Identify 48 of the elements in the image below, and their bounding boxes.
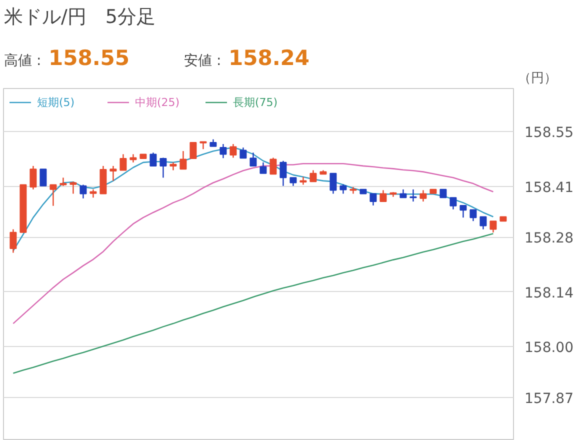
candlestick xyxy=(250,152,257,167)
y-axis-title: （円） xyxy=(518,70,557,88)
candlestick xyxy=(460,204,467,218)
candlestick xyxy=(270,157,277,175)
text: 高値 : 158.55 xyxy=(4,46,130,70)
candlestick xyxy=(330,172,337,194)
candlestick xyxy=(40,168,47,186)
chart-title: 米ドル/円 5分足 xyxy=(4,5,156,30)
candlestick xyxy=(60,177,67,186)
candlestick xyxy=(380,190,387,202)
candlestick xyxy=(370,193,377,206)
candlestick xyxy=(150,152,157,167)
legend-label: 短期(5) xyxy=(37,94,75,110)
candlestick xyxy=(340,184,347,194)
y-tick-label: 158.41 xyxy=(524,180,574,196)
y-tick-label: 158.28 xyxy=(524,230,574,247)
candlestick xyxy=(80,184,87,199)
candlestick xyxy=(230,143,237,158)
candlestick xyxy=(420,190,427,202)
candlestick xyxy=(180,150,187,170)
candlestick xyxy=(240,146,247,159)
line-series xyxy=(12,146,494,252)
candlestick xyxy=(490,220,497,234)
candlestick xyxy=(120,154,127,171)
candlestick xyxy=(70,180,77,194)
legend-label: 中期(25) xyxy=(135,94,180,110)
candlestick xyxy=(310,170,317,182)
candlestick xyxy=(450,197,457,210)
candlestick xyxy=(10,228,17,254)
candlestick xyxy=(480,216,487,230)
y-tick-label: 158.55 xyxy=(524,125,574,142)
line-series xyxy=(12,162,494,324)
candlestick xyxy=(220,143,227,159)
candlestick xyxy=(160,157,167,178)
candlestick xyxy=(260,162,267,174)
candlestick xyxy=(50,184,57,206)
line-series xyxy=(12,232,494,374)
y-tick-label: 157.87 xyxy=(524,390,574,407)
candlestick xyxy=(200,141,207,150)
legend-label: 長期(75) xyxy=(233,94,278,110)
candlestick xyxy=(470,209,477,222)
y-tick-label: 158.14 xyxy=(524,285,574,302)
candlestick xyxy=(30,165,37,190)
candlestick xyxy=(110,165,117,182)
candlestick xyxy=(280,160,287,186)
text: 安値 : 158.24 xyxy=(184,46,310,70)
candlestick xyxy=(190,142,197,160)
y-tick-label: 158.00 xyxy=(524,340,574,356)
